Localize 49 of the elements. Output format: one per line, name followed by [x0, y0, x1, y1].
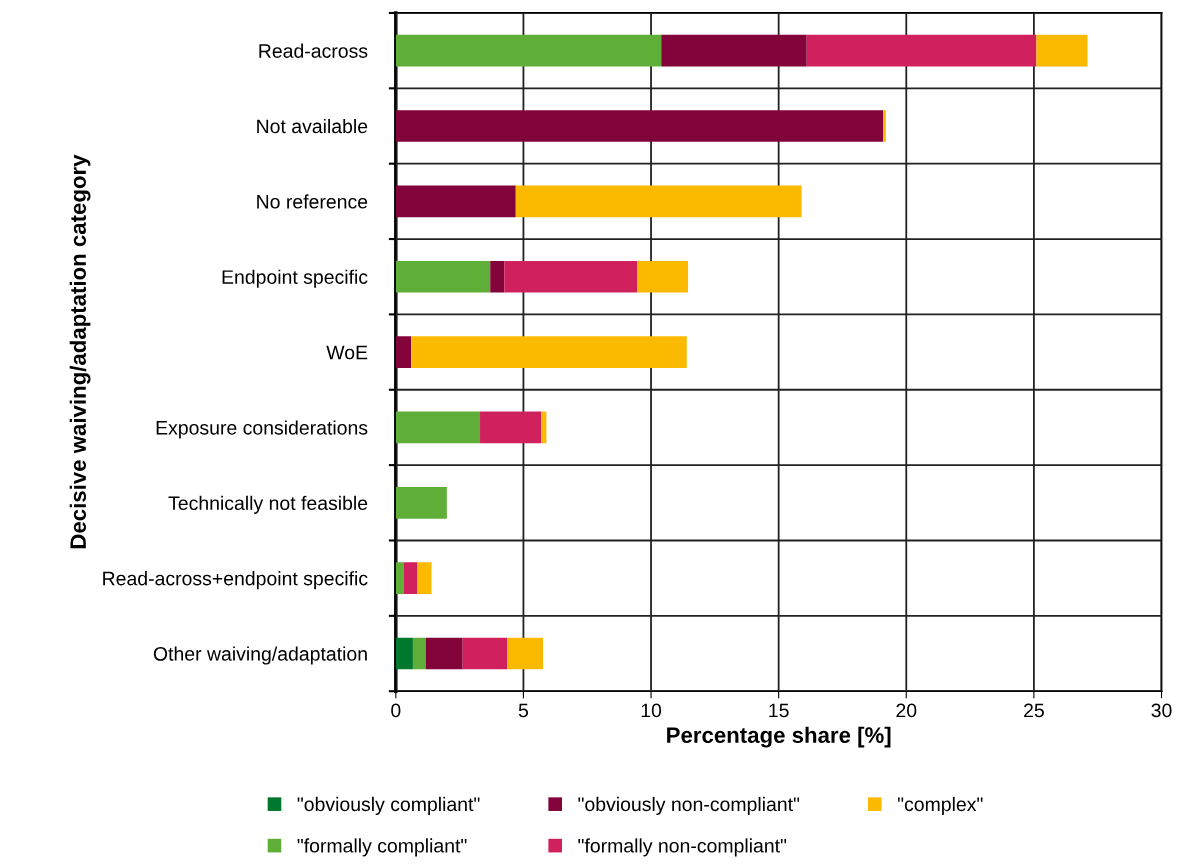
y-tick-label: Read-across: [259, 43, 368, 58]
bar: [395, 637, 413, 670]
x-tick-label: 0: [391, 703, 401, 718]
legend-label: "formally non-compliant": [578, 838, 787, 857]
x-tick-label: 10: [641, 703, 662, 718]
bar: [412, 637, 426, 670]
bar: [411, 336, 687, 368]
legend-label: "obviously compliant": [297, 796, 480, 815]
bar: [395, 411, 481, 444]
bar: [515, 185, 802, 218]
bar: [806, 34, 1037, 67]
x-tick-label: 25: [1024, 703, 1044, 718]
bar: [883, 110, 886, 142]
legend-label: "formally compliant": [297, 838, 467, 857]
y-tick-label: No reference: [257, 194, 368, 209]
bar: [425, 637, 463, 670]
x-tick-label: 5: [518, 703, 529, 718]
x-tick-label: 20: [896, 703, 917, 718]
y-tick-label: Read-across+endpoint specific: [103, 571, 368, 590]
bar: [395, 486, 447, 519]
bar: [462, 637, 508, 670]
bar: [490, 260, 505, 293]
legend-label: "complex": [897, 796, 983, 815]
bar: [417, 562, 432, 594]
y-tick-label: Technically not feasible: [168, 495, 368, 514]
x-axis-title: Percentage share [%]: [667, 726, 891, 748]
bar: [507, 637, 544, 670]
bar: [1036, 34, 1088, 67]
y-tick-label: Exposure considerations: [156, 420, 368, 439]
y-tick-label: Other waiving/adaptation: [153, 646, 367, 665]
x-tick-label: 30: [1151, 703, 1172, 718]
y-tick-label: Not available: [257, 118, 368, 134]
bar: [395, 562, 404, 594]
y-axis-title: Decisive waiving/adaptation category: [69, 154, 91, 549]
bar: [661, 34, 807, 67]
bar: [395, 110, 884, 142]
y-tick-label: WoE: [326, 345, 368, 360]
bar: [395, 34, 662, 67]
bar: [504, 260, 637, 293]
bar: [395, 185, 516, 218]
bar: [395, 336, 412, 368]
bar: [541, 411, 547, 444]
bar: [395, 260, 491, 293]
bar: [637, 260, 689, 293]
y-tick-label: Endpoint specific: [222, 269, 368, 288]
bar: [480, 411, 542, 444]
legend-label: "obviously non-compliant": [578, 796, 800, 815]
x-tick-label: 15: [769, 703, 789, 718]
bar: [403, 562, 418, 594]
